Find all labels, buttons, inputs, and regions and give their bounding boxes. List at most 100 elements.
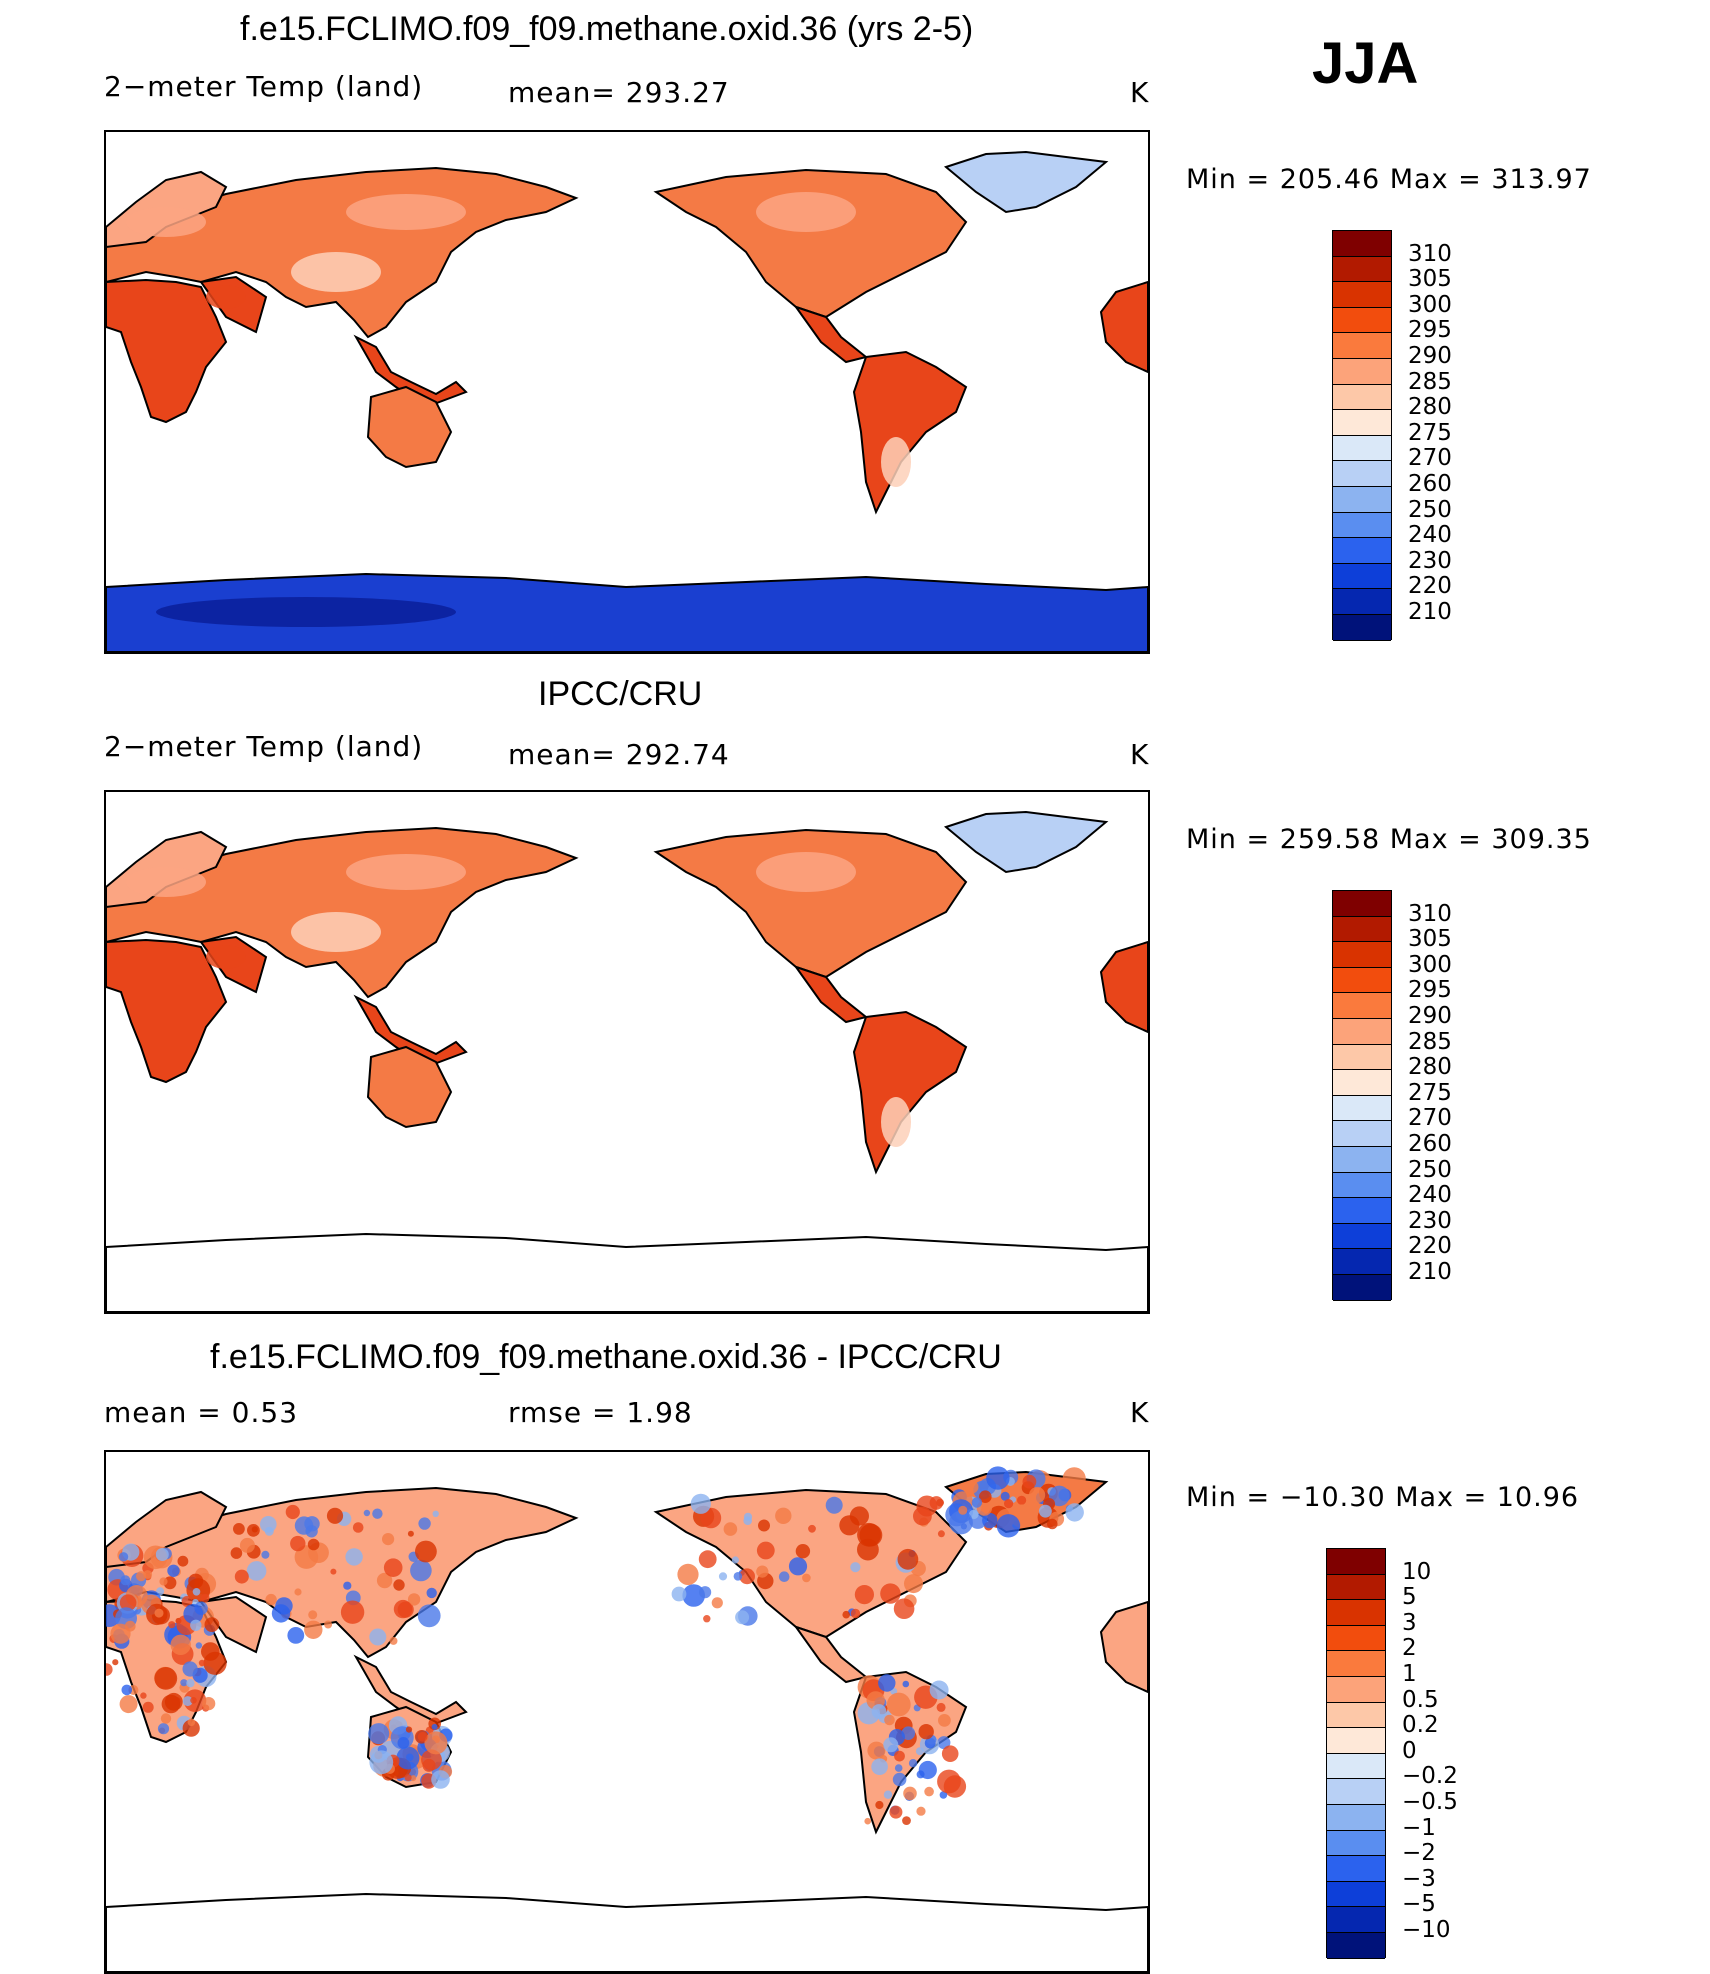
difference-cell [908,1759,918,1768]
difference-cell [369,1628,387,1646]
difference-cell [723,1522,738,1536]
difference-cell [239,1537,255,1553]
colorbar-swatch [1327,1728,1385,1754]
difference-cell [735,1610,750,1625]
antarctica-landmass [106,1232,1148,1312]
difference-cell [918,1760,937,1780]
colorbar-tick-label: 3 [1402,1609,1417,1636]
difference-cell [154,1667,178,1690]
difference-cell [775,1507,792,1524]
colorbar-tick-label: 270 [1408,1105,1452,1132]
map-canvas [106,1466,1148,1972]
colorbar-tick-label: 210 [1408,1259,1452,1285]
difference-cell [410,1559,432,1582]
difference-cell [939,1791,948,1799]
difference-cell [916,1806,926,1816]
difference-cell [142,1701,154,1713]
panel-2-minmax-label: Min = 259.58 Max = 309.35 [1186,824,1592,855]
difference-cell [889,1805,903,1819]
difference-cell [201,1642,220,1661]
colorbar-tick-label: 270 [1408,445,1452,472]
colorbar-swatch [1327,1625,1385,1652]
colorbar-swatch [1333,891,1391,917]
panel-1-variable-label: 2−meter Temp (land) [104,70,424,103]
difference-cell [140,1692,147,1699]
difference-cell [929,1680,949,1700]
difference-cell [330,1568,337,1575]
temperature-region [756,852,856,892]
colorbar-tick-label: −5 [1402,1891,1436,1918]
africa-landmass [106,278,228,424]
colorbar-swatch [1327,1753,1385,1780]
difference-cell [982,1512,998,1529]
difference-cell [363,1509,371,1517]
greenland-landmass [943,150,1109,214]
difference-cell [886,1692,911,1717]
colorbar-swatch [1333,614,1391,641]
difference-cell [186,1679,195,1688]
difference-cell [190,1619,202,1631]
panel-1-mean-label: mean= 293.27 [508,76,730,109]
colorbar-swatch [1333,1249,1391,1275]
difference-cell [941,1745,959,1762]
difference-cell [143,1570,153,1579]
colorbar-swatch [1333,1172,1391,1199]
difference-cell [261,1550,270,1559]
difference-cell [124,1620,136,1632]
difference-cell [867,1741,886,1760]
colorbar-tick-label: 285 [1408,1028,1452,1055]
temperature-region [346,854,466,890]
temperature-region [206,285,246,309]
colorbar-swatch [1333,231,1391,257]
colorbar-swatch [1333,512,1391,539]
difference-cell [795,1544,811,1559]
colorbar-swatch [1333,967,1391,994]
difference-cell [121,1684,133,1696]
colorbar-swatch [1333,256,1391,283]
colorbar-tick-label: 240 [1408,522,1452,549]
panel-3-mean-label: mean = 0.53 [104,1396,299,1429]
colorbar-tick-label: 250 [1408,496,1452,523]
colorbar-tick-label: 290 [1408,1003,1452,1029]
difference-cell [1000,1491,1010,1501]
difference-cell [120,1575,131,1586]
difference-cell [343,1581,352,1590]
colorbar-tick-label: 280 [1408,1054,1452,1081]
temperature-region [206,945,246,969]
difference-cell [251,1526,258,1533]
difference-cell [938,1714,951,1727]
difference-cell [894,1750,905,1762]
temperature-region [881,437,911,487]
colorbar-swatch [1333,1274,1391,1301]
difference-cell [404,1774,412,1782]
difference-cell [170,1634,191,1655]
difference-cell [428,1717,442,1731]
difference-cell [986,1466,1010,1490]
difference-cell [287,1627,305,1644]
difference-cell [376,1572,393,1589]
difference-cell [808,1524,816,1533]
colorbar-tick-label: −1 [1402,1814,1436,1841]
colorbar-tick-label: 0.5 [1402,1686,1439,1713]
difference-cell [431,1770,450,1789]
difference-cell [1047,1518,1058,1530]
difference-cell [937,1736,951,1750]
difference-cell [756,1541,775,1560]
north-america-landmass [653,168,968,319]
antarctica-landmass [106,572,1148,652]
panel-2-mean-label: mean= 292.74 [508,738,730,771]
central-america-landmass [793,965,869,1024]
difference-cell [698,1550,717,1569]
central-america-landmass [793,305,869,364]
colorbar-tick-label: −10 [1402,1917,1451,1943]
difference-cell [304,1620,323,1639]
difference-cell [842,1610,850,1619]
difference-cell [294,1516,314,1535]
difference-cell [778,1571,790,1582]
difference-cell [198,1659,206,1667]
difference-cell [324,1620,333,1629]
colorbar-tick-label: 260 [1408,1131,1452,1157]
difference-cell [204,1617,220,1632]
difference-cell [417,1731,428,1742]
difference-cell [892,1772,907,1787]
